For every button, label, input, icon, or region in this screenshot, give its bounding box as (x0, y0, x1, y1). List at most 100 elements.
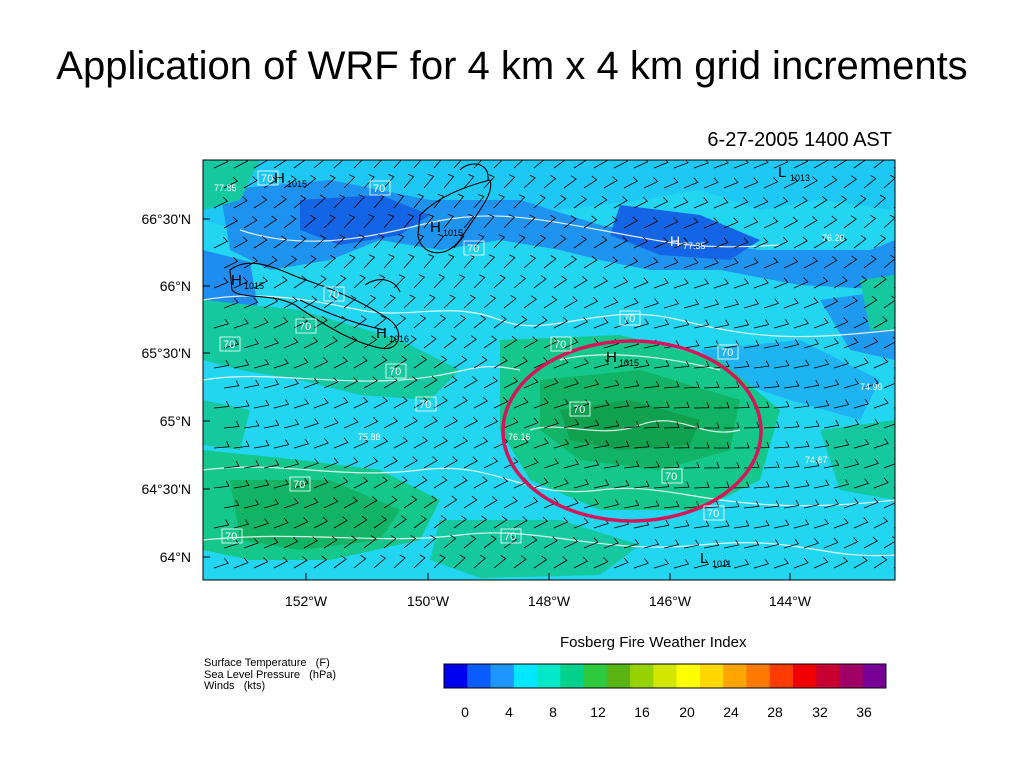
wind-barb (663, 177, 679, 189)
wind-barb (633, 558, 649, 569)
wind-barb (483, 456, 499, 469)
wind-barb (513, 160, 524, 169)
wind-barb (753, 520, 770, 529)
wind-barb (833, 478, 850, 489)
wind-barb (763, 421, 780, 429)
scale-swatch (583, 664, 608, 688)
wind-barb (573, 160, 588, 169)
wind-barb (743, 381, 760, 389)
wind-barb (253, 518, 269, 529)
wind-barb (423, 294, 436, 309)
wind-barb (473, 554, 486, 569)
wind-barb (693, 481, 710, 489)
wind-barb (533, 555, 548, 569)
wind-barb (743, 177, 759, 189)
wind-barb (223, 176, 238, 189)
wind-barb (763, 257, 779, 269)
wind-barb (363, 456, 379, 469)
wind-barb (573, 517, 589, 529)
wind-barb (863, 337, 879, 349)
wind-barb (893, 246, 895, 249)
wind-barb (593, 235, 608, 249)
wind-barb (773, 318, 790, 329)
wind-barb (243, 460, 260, 469)
wind-barb (233, 518, 250, 529)
wind-barb (863, 295, 878, 309)
wind-barb (513, 234, 526, 249)
scale-swatch (676, 664, 701, 688)
wind-barb (313, 397, 329, 409)
wind-barb (593, 399, 610, 409)
wind-barb (433, 274, 445, 289)
wind-barb (563, 215, 577, 229)
wind-barb (853, 398, 870, 409)
wind-barb (473, 396, 488, 409)
wind-barb (293, 556, 308, 569)
wind-barb (843, 537, 859, 549)
wind-barb (853, 160, 867, 169)
wind-barb (883, 417, 895, 429)
wind-barb (663, 539, 680, 549)
wind-barb (453, 554, 466, 569)
wind-barb (533, 194, 546, 209)
wind-barb (473, 194, 485, 209)
wind-barb (483, 496, 498, 509)
wind-barb (573, 235, 587, 249)
wind-barb (793, 318, 809, 329)
wind-barb (493, 234, 505, 249)
wind-barb (453, 274, 466, 289)
pressure-letter: H (430, 219, 441, 236)
wind-barb (223, 420, 240, 429)
wind-barb (333, 516, 348, 529)
wind-barb (273, 517, 289, 529)
wind-barb (583, 459, 600, 469)
wind-barb (883, 377, 895, 389)
wind-barb (533, 160, 545, 169)
wind-barb (293, 275, 308, 289)
wind-barb (593, 479, 610, 489)
wind-barb (453, 396, 468, 409)
wind-barb (293, 438, 310, 449)
wind-barb (893, 447, 895, 449)
wind-barb (403, 173, 415, 189)
lat-tick-label: 66°N (160, 278, 191, 294)
wind-barb (873, 160, 885, 169)
wind-barb (643, 216, 659, 229)
wind-barb (483, 214, 495, 229)
wind-barb (483, 335, 498, 349)
wind-barb (333, 274, 347, 289)
wind-barb (603, 256, 618, 269)
wind-barb (543, 214, 557, 229)
wind-barb (833, 317, 849, 329)
wind-barb (533, 516, 548, 529)
wind-barb (773, 196, 789, 209)
wind-barb (273, 276, 288, 289)
wind-barb (313, 477, 329, 489)
wind-barb (213, 519, 230, 529)
wind-barb (213, 236, 229, 249)
wind-barb (523, 295, 537, 309)
wind-barb (603, 216, 618, 229)
wind-barb (523, 417, 539, 429)
wind-barb (353, 160, 363, 169)
wind-barb (904, 336, 917, 348)
wind-barb (733, 160, 749, 169)
wind-barb (714, 442, 730, 449)
wind-barb (343, 295, 357, 309)
wind-barb (273, 439, 290, 449)
wind-barb (423, 335, 437, 349)
wind-barb (453, 234, 465, 249)
wind-barb (563, 378, 579, 389)
wind-barb (393, 160, 402, 169)
wind-barb (623, 176, 638, 189)
wind-barb (233, 160, 249, 169)
wind-barb (573, 317, 589, 329)
color-scale-title: Fosberg Fire Weather Index (560, 634, 747, 651)
wind-barb (683, 217, 699, 229)
wind-barb (813, 518, 829, 529)
wind-barb (904, 175, 915, 188)
wind-barb (563, 458, 580, 469)
wind-barb (303, 458, 319, 469)
wind-barb (443, 376, 458, 389)
wind-barb (783, 176, 799, 189)
